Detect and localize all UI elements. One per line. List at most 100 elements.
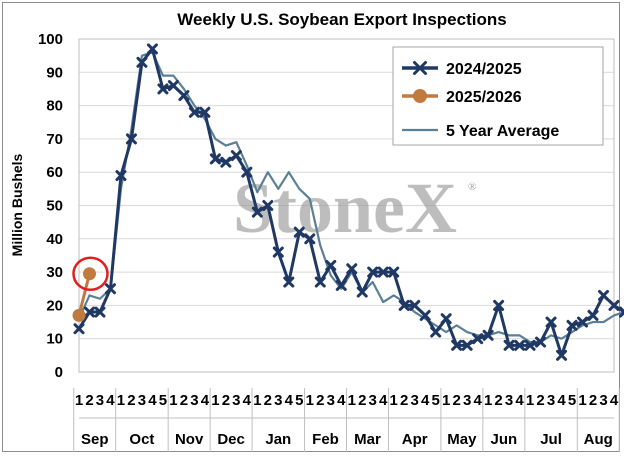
x-tick-label: 2 bbox=[452, 392, 460, 409]
data-point-2024-2025 bbox=[430, 326, 442, 338]
x-tick-label: 4 bbox=[337, 392, 346, 409]
legend-label: 5 Year Average bbox=[446, 123, 559, 140]
watermark-registered-mark: ® bbox=[468, 181, 476, 193]
y-tick-label: 40 bbox=[46, 231, 63, 248]
x-marker-stroke bbox=[293, 226, 305, 238]
data-point-2024-2025 bbox=[577, 316, 589, 328]
x-tick-label: 3 bbox=[599, 392, 607, 409]
data-point-2024-2025 bbox=[167, 80, 179, 92]
data-point-2024-2025 bbox=[241, 166, 253, 178]
x-marker-stroke bbox=[136, 56, 148, 68]
series-lines bbox=[72, 43, 624, 361]
x-tick-label: 2 bbox=[589, 392, 597, 409]
x-marker-stroke bbox=[514, 339, 526, 351]
x-tick-label: 4 bbox=[106, 392, 115, 409]
x-marker-stroke bbox=[419, 309, 431, 321]
data-point-2024-2025 bbox=[440, 313, 452, 325]
data-point-2024-2025 bbox=[398, 299, 410, 311]
x-marker-stroke bbox=[440, 313, 452, 325]
data-point-2024-2025 bbox=[587, 309, 599, 321]
highlight-circle bbox=[72, 256, 109, 292]
x-marker-stroke bbox=[503, 339, 515, 351]
x-tick-label: 3 bbox=[190, 392, 198, 409]
data-point-2024-2025 bbox=[314, 276, 326, 288]
x-tick-label: 1 bbox=[348, 392, 356, 409]
y-tick-label: 80 bbox=[46, 98, 63, 115]
data-point-2024-2025 bbox=[220, 156, 232, 168]
x-marker-stroke bbox=[356, 286, 368, 298]
data-point-2024-2025 bbox=[188, 106, 200, 118]
legend: 2024/2025 2025/2026 5 Year Average bbox=[392, 46, 604, 146]
x-marker-stroke bbox=[618, 310, 624, 318]
data-point-2024-2025 bbox=[293, 226, 305, 238]
x-tick-label: 2 bbox=[127, 392, 135, 409]
x-marker-stroke bbox=[409, 299, 421, 311]
x-marker-stroke bbox=[167, 80, 179, 92]
x-marker-stroke bbox=[115, 170, 127, 182]
x-marker-stroke bbox=[209, 153, 221, 165]
x-tick-label: 3 bbox=[411, 392, 419, 409]
x-tick-label: 1 bbox=[253, 392, 261, 409]
month-label: Mar bbox=[354, 431, 381, 448]
month-label: Jun bbox=[491, 431, 518, 448]
series-line-2025/2026 bbox=[77, 273, 91, 316]
x-tick-label: 4 bbox=[148, 392, 157, 409]
x-marker-stroke bbox=[413, 61, 427, 75]
data-point-2024-2025 bbox=[199, 106, 211, 118]
data-point-2024-2025 bbox=[104, 283, 116, 295]
x-tick-label: 3 bbox=[463, 392, 471, 409]
data-point-2024-2025 bbox=[493, 299, 505, 311]
y-tick-label: 50 bbox=[46, 198, 63, 215]
month-label: Dec bbox=[217, 431, 245, 448]
data-point-2024-2025 bbox=[356, 286, 368, 298]
y-tick-label: 0 bbox=[55, 364, 63, 381]
month-label: Jul bbox=[540, 431, 562, 448]
x-marker-stroke bbox=[83, 306, 95, 318]
data-point-2024-2025 bbox=[451, 339, 463, 351]
data-point-2024-2025 bbox=[230, 150, 242, 162]
x-marker-stroke bbox=[461, 339, 473, 351]
x-tick-label: 5 bbox=[295, 392, 303, 409]
x-marker-stroke bbox=[230, 150, 242, 162]
data-point-2025-2026 bbox=[82, 267, 96, 281]
x-tick-label: 3 bbox=[369, 392, 377, 409]
data-point-2025-2026 bbox=[72, 308, 86, 322]
x-tick-label: 1 bbox=[484, 392, 492, 409]
y-tick-label: 20 bbox=[46, 297, 63, 314]
x-tick-label: 1 bbox=[169, 392, 177, 409]
x-marker-stroke bbox=[618, 306, 624, 314]
data-point-2024-2025 bbox=[335, 279, 347, 291]
x-marker-stroke bbox=[608, 299, 620, 311]
data-point-2024-2025 bbox=[388, 266, 400, 278]
x-marker-stroke bbox=[241, 166, 253, 178]
x-marker-stroke bbox=[188, 106, 200, 118]
x-tick-label: 4 bbox=[610, 392, 619, 409]
x-marker-stroke bbox=[346, 263, 358, 275]
month-label: Oct bbox=[129, 431, 154, 448]
x-marker-stroke bbox=[335, 279, 347, 291]
x-marker-stroke bbox=[535, 336, 547, 348]
data-point-2024-2025 bbox=[535, 336, 547, 348]
x-tick-label: 2 bbox=[316, 392, 324, 409]
x-tick-label: 3 bbox=[232, 392, 240, 409]
data-point-2024-2025 bbox=[304, 233, 316, 245]
x-tick-label: 1 bbox=[526, 392, 534, 409]
x-tick-label: 3 bbox=[505, 392, 513, 409]
data-point-2024-2025 bbox=[566, 319, 578, 331]
x-marker-stroke bbox=[272, 246, 284, 258]
x-tick-label: 3 bbox=[327, 392, 335, 409]
data-point-2024-2025 bbox=[472, 333, 484, 345]
x-marker-stroke bbox=[283, 276, 295, 288]
data-point-2024-2025 bbox=[325, 259, 337, 271]
x-marker-stroke bbox=[556, 349, 568, 361]
x-tick-label: 1 bbox=[442, 392, 450, 409]
x-marker-stroke bbox=[367, 266, 379, 278]
x-marker-stroke bbox=[314, 276, 326, 288]
x-marker-stroke bbox=[451, 339, 463, 351]
month-label: Nov bbox=[175, 431, 204, 448]
x-tick-label: 3 bbox=[96, 392, 104, 409]
data-point-2024-2025 bbox=[482, 329, 494, 341]
data-point-2024-2025 bbox=[367, 266, 379, 278]
legend-marker-circle bbox=[413, 89, 427, 103]
data-point-2024-2025 bbox=[115, 170, 127, 182]
